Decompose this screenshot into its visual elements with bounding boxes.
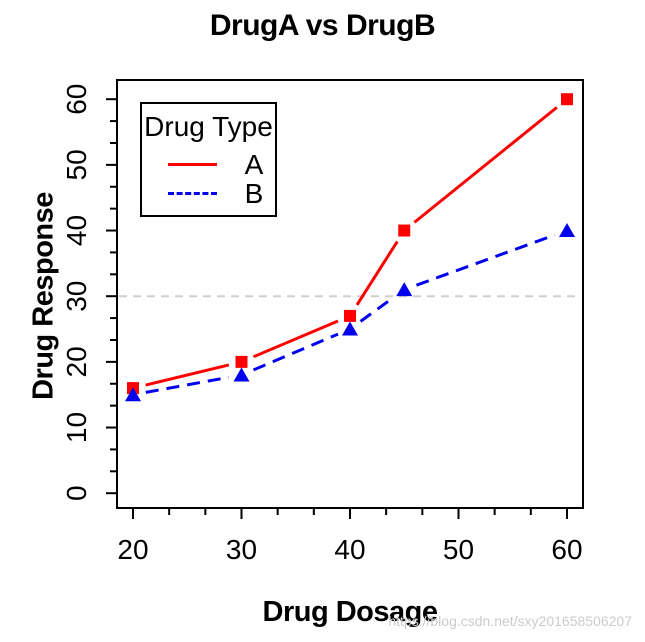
y-tick-label: 10 [61,412,92,443]
x-tick-label: 20 [117,534,148,565]
series-a-marker [344,309,356,322]
watermark: https://blog.csdn.net/sxy201658506207 [388,613,632,629]
y-tick-label: 0 [61,485,92,501]
series-b-marker [233,367,250,382]
series-a-segment [355,240,399,306]
series-a-segment [413,106,558,224]
x-tick-label: 30 [226,534,257,565]
legend-line-sample-b [168,192,217,195]
series-a-segment [252,319,339,359]
series-a-marker [398,224,411,237]
y-tick-label: 20 [61,346,92,377]
legend-entry-a: A [142,149,275,180]
series-b-marker [396,282,413,297]
series-b-segment [145,375,229,394]
series-a-marker [235,355,248,368]
y-tick-label: 30 [61,281,92,312]
series-b-segment [359,296,395,323]
y-tick-label: 50 [61,149,92,180]
series-a-segment [145,363,230,387]
series-b-segment [415,233,556,287]
y-axis-label: Drug Response [27,192,60,400]
x-tick-label: 40 [334,534,365,565]
legend-label-b: B [244,178,264,209]
legend-entry-b: B [142,178,275,209]
plot-border [116,79,584,509]
legend-line-sample-a [168,163,217,166]
legend-label-a: A [244,149,264,180]
series-b-marker [342,321,358,336]
series-a-marker [561,93,573,106]
series-b-marker [125,387,141,402]
y-tick-label: 60 [61,84,92,115]
chart-title: DrugA vs DrugB [209,9,436,42]
legend: Drug Type A B [140,102,277,217]
x-tick-label: 50 [443,534,474,565]
series-b-marker [559,223,575,238]
x-axis-label: Drug Dosage [262,596,438,628]
legend-title: Drug Type [144,111,273,142]
series-b-segment [252,332,339,372]
x-tick-label: 60 [551,534,582,565]
y-tick-label: 40 [61,215,92,246]
